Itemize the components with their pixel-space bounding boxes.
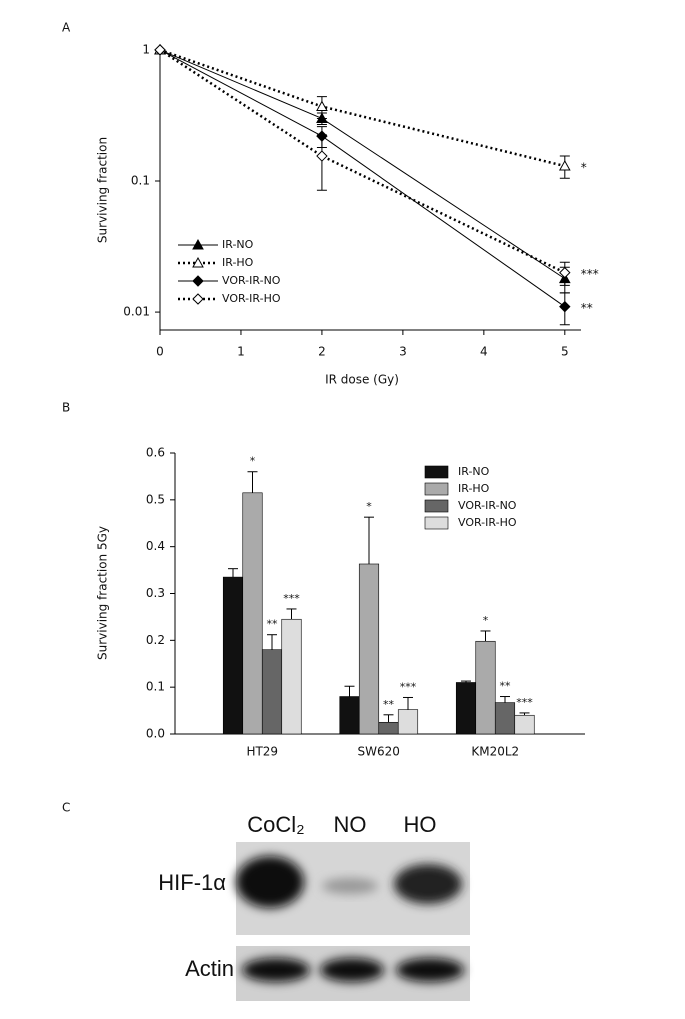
x-tick-label: HT29 xyxy=(246,745,278,759)
blot-band xyxy=(320,958,384,982)
annotation: * xyxy=(366,500,372,513)
legend-label: VOR-IR-HO xyxy=(222,292,281,305)
legend-label: VOR-IR-NO xyxy=(458,499,517,512)
y-tick-label: 0.2 xyxy=(146,633,165,647)
x-tick-label: KM20L2 xyxy=(471,745,519,759)
annotation: ** xyxy=(383,698,395,711)
legend-swatch xyxy=(424,516,449,530)
x-tick-label: 3 xyxy=(399,345,407,359)
lane-label: HO xyxy=(404,812,437,837)
line xyxy=(159,48,566,168)
x-tick-label: 2 xyxy=(318,345,326,359)
x-tick-label: 4 xyxy=(480,345,488,359)
row-label: HIF-1α xyxy=(158,870,226,895)
y-axis-label: Surviving fraction xyxy=(96,137,110,243)
x-tick-label: 5 xyxy=(561,345,569,359)
marker xyxy=(316,150,328,162)
legend-marker xyxy=(192,293,204,305)
y-tick-label: 1 xyxy=(142,42,150,56)
y-tick-label: 0.4 xyxy=(146,539,165,553)
x-tick-label: SW620 xyxy=(358,745,400,759)
legend-marker xyxy=(192,275,204,287)
annotation: * xyxy=(483,614,489,627)
y-tick-label: 0.3 xyxy=(146,586,165,600)
legend-swatch xyxy=(424,499,449,513)
x-axis-label: IR dose (Gy) xyxy=(325,373,399,387)
marker xyxy=(559,266,571,279)
blot-band xyxy=(394,864,462,904)
bar xyxy=(358,563,380,735)
panel-label: B xyxy=(62,401,70,415)
annotation: ** xyxy=(267,618,279,631)
legend-label: IR-HO xyxy=(222,256,254,269)
panel-label: C xyxy=(62,801,70,815)
annotation: *** xyxy=(516,696,533,709)
annotation: *** xyxy=(283,592,300,605)
bar xyxy=(281,618,302,735)
row-label: Actin xyxy=(185,956,234,981)
bar xyxy=(514,714,535,735)
lane-label: CoCl₂ xyxy=(247,812,304,837)
bar xyxy=(378,721,399,735)
legend-marker xyxy=(192,238,204,250)
annotation: ** xyxy=(500,680,512,693)
bar xyxy=(261,649,283,735)
x-tick-label: 1 xyxy=(237,345,245,359)
error-bar xyxy=(316,134,327,191)
legend-swatch xyxy=(424,482,449,496)
legend-label: IR-NO xyxy=(222,238,254,251)
marker xyxy=(316,100,328,112)
legend-marker xyxy=(192,256,204,268)
annotation: ** xyxy=(581,301,593,315)
marker xyxy=(558,160,571,171)
marker xyxy=(559,300,571,313)
legend-label: IR-NO xyxy=(458,465,490,478)
legend-label: VOR-IR-HO xyxy=(458,516,517,529)
bar xyxy=(494,702,516,735)
annotation: *** xyxy=(400,680,417,693)
annotation: *** xyxy=(581,267,599,281)
bar xyxy=(222,576,244,735)
bar xyxy=(455,682,477,735)
legend-label: VOR-IR-NO xyxy=(222,274,281,287)
line xyxy=(159,48,566,274)
blot-band xyxy=(322,878,378,894)
y-axis-label: Surviving fraction 5Gy xyxy=(96,526,110,660)
blot-band xyxy=(236,856,304,908)
blot-image xyxy=(236,842,470,1001)
bar xyxy=(242,492,263,735)
y-tick-label: 0.5 xyxy=(146,492,165,506)
legend-swatch xyxy=(424,465,449,479)
panel-label: A xyxy=(62,21,71,35)
blot-band xyxy=(396,958,464,982)
y-tick-label: 0.1 xyxy=(146,680,165,694)
bar xyxy=(397,709,419,735)
y-tick-label: 0.6 xyxy=(146,446,165,460)
marker xyxy=(154,44,166,56)
bar xyxy=(475,640,496,735)
y-tick-label: 0.0 xyxy=(146,727,165,741)
annotation: * xyxy=(250,455,256,468)
y-tick-label: 0.01 xyxy=(123,305,150,319)
legend-label: IR-HO xyxy=(458,482,490,495)
y-tick-label: 0.1 xyxy=(131,173,150,187)
annotation: * xyxy=(581,161,587,175)
x-tick-label: 0 xyxy=(156,345,164,359)
bar xyxy=(339,696,360,735)
lane-label: NO xyxy=(334,812,367,837)
blot-band xyxy=(242,958,310,982)
